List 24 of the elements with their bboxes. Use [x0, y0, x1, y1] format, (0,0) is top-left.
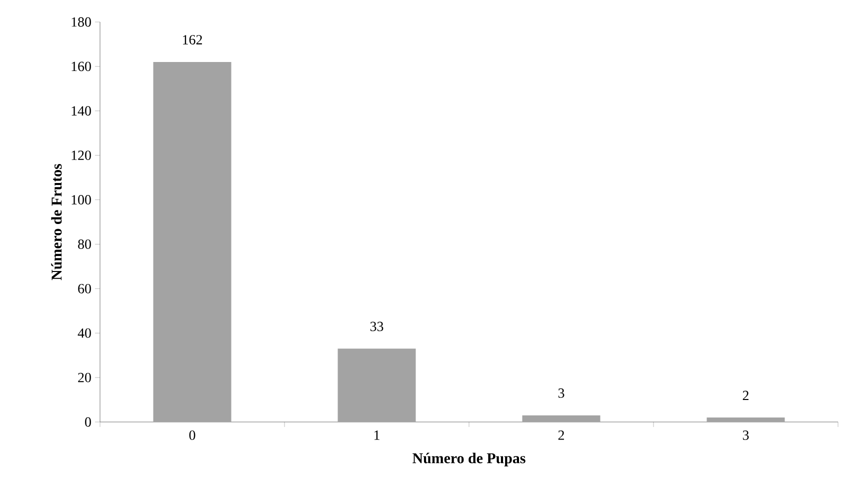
y-tick-label: 100 — [72, 195, 91, 204]
y-tick-label: 20 — [78, 372, 91, 382]
x-tick-label: 2 — [558, 430, 564, 440]
y-tick-label: 60 — [78, 284, 91, 294]
y-axis-title: Número de Frutos — [51, 164, 62, 280]
data-label: 162 — [183, 35, 202, 44]
y-tick-label: 180 — [72, 17, 91, 27]
x-axis-title: Número de Pupas — [412, 452, 526, 466]
y-tick-label: 40 — [78, 328, 91, 338]
bar — [153, 62, 232, 422]
x-tick-label: 3 — [742, 430, 749, 440]
y-tick-label: 120 — [72, 150, 91, 160]
x-tick-label: 0 — [189, 430, 196, 440]
data-label: 2 — [742, 390, 748, 400]
y-tick-label: 160 — [72, 62, 91, 72]
y-tick-label: 140 — [72, 106, 91, 116]
x-tick-label: 1 — [374, 430, 380, 440]
y-tick-label: 0 — [85, 417, 91, 427]
bar — [522, 415, 600, 422]
data-label: 33 — [370, 322, 384, 332]
y-tick-label: 80 — [78, 239, 91, 249]
data-label: 3 — [558, 388, 564, 398]
bar — [706, 418, 785, 422]
bar — [338, 348, 416, 422]
